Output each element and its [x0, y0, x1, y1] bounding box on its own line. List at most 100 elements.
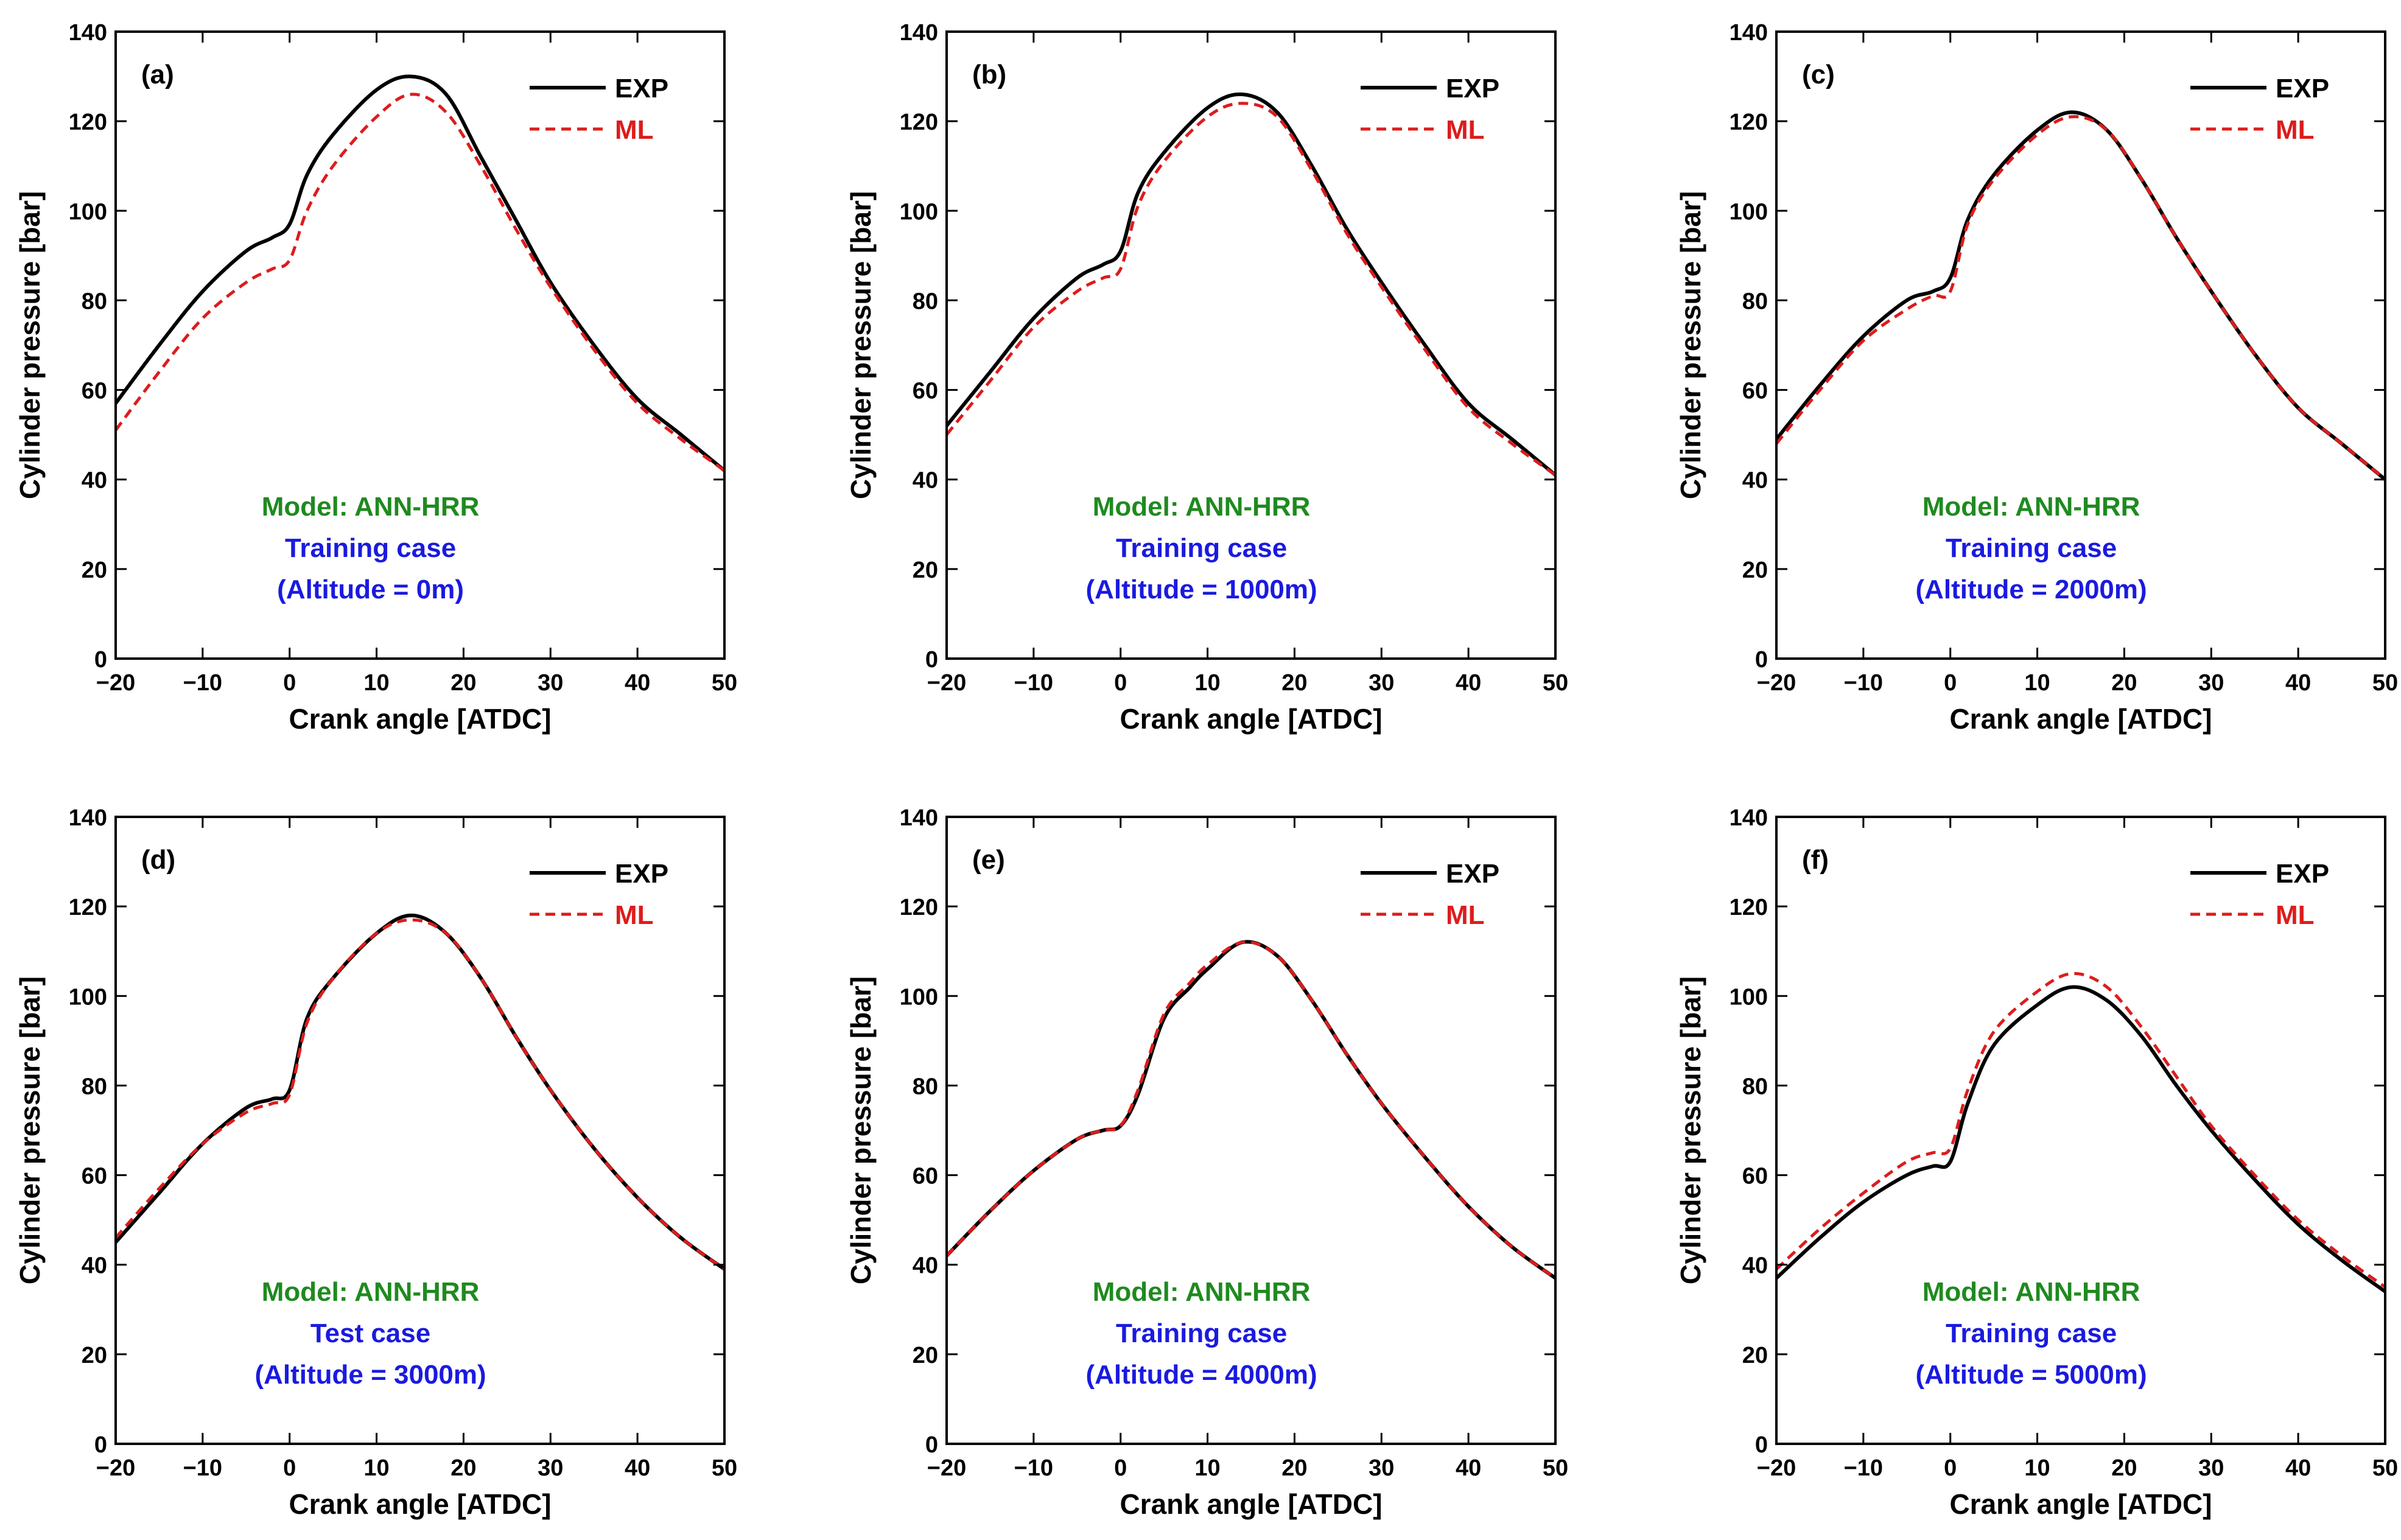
legend-ml-label: ML [2276, 900, 2315, 930]
x-tick-label: 50 [2372, 1455, 2398, 1481]
x-tick-label: 30 [1369, 670, 1394, 696]
y-tick-label: 100 [69, 984, 107, 1010]
y-tick-label: 0 [925, 647, 938, 673]
y-tick-label: 80 [913, 1074, 938, 1099]
legend-exp-label: EXP [2276, 859, 2329, 889]
y-tick-label: 20 [1742, 1343, 1768, 1368]
exp-series-line [116, 74, 724, 472]
chart-panel: −20 −10 0 10 20 30 40 50 0 20 40 60 80 100 120 140 Crank… [14, 805, 737, 1520]
y-tick-label: 140 [900, 805, 938, 831]
plot-frame [945, 816, 1557, 1445]
y-tick-label: 20 [913, 1343, 938, 1368]
y-tick-label: 40 [82, 1253, 107, 1279]
legend-ml-label: ML [615, 900, 654, 930]
y-tick-label: 120 [69, 895, 107, 920]
y-tick-label: 0 [94, 647, 107, 673]
x-tick-label: 50 [712, 670, 737, 696]
x-tick-label: 30 [538, 670, 563, 696]
y-tick-label: 40 [1742, 1253, 1768, 1279]
x-tick-label: 0 [1944, 1455, 1957, 1481]
model-annotation: Model: ANN-HRR [1923, 1277, 2140, 1307]
x-tick-label: 10 [363, 1455, 389, 1481]
plot-frame [114, 816, 726, 1445]
x-tick-label: 50 [712, 1455, 737, 1481]
legend-exp-label: EXP [1446, 74, 1499, 103]
y-axis-title: Cylinder pressure [bar] [14, 976, 46, 1284]
y-tick-label: 120 [1730, 110, 1768, 135]
y-tick-label: 40 [913, 468, 938, 494]
x-axis-title: Crank angle [ATDC] [1949, 1488, 2212, 1520]
y-tick-label: 40 [1742, 468, 1768, 494]
model-annotation: Model: ANN-HRR [1923, 492, 2140, 522]
altitude-annotation: (Altitude = 3000m) [254, 1360, 486, 1390]
x-tick-label: 40 [1456, 670, 1481, 696]
y-tick-label: 20 [82, 558, 107, 583]
y-tick-label: 0 [94, 1432, 107, 1458]
panel-letter: (b) [972, 60, 1006, 89]
exp-series-line [1776, 110, 2385, 481]
x-tick-label: −20 [927, 1455, 966, 1481]
exp-series-line [947, 92, 1555, 477]
panel-letter: (f) [1802, 845, 1829, 875]
y-tick-label: 140 [1730, 20, 1768, 46]
x-tick-label: 10 [2024, 670, 2050, 696]
altitude-annotation: (Altitude = 2000m) [1915, 575, 2147, 604]
legend-exp-label: EXP [2276, 74, 2329, 103]
panel-letter: (c) [1802, 60, 1835, 89]
y-tick-label: 20 [913, 558, 938, 583]
y-tick-label: 80 [1742, 289, 1768, 314]
x-tick-label: −20 [96, 1455, 135, 1481]
x-tick-label: 10 [363, 670, 389, 696]
y-tick-label: 0 [1755, 1432, 1768, 1458]
chart-panel: −20 −10 0 10 20 30 40 50 0 20 40 60 80 100 120 140 Crank… [845, 805, 1568, 1520]
y-tick-label: 80 [913, 289, 938, 314]
case-annotation: Training case [1946, 533, 2117, 563]
x-tick-label: 40 [1456, 1455, 1481, 1481]
exp-series-line [116, 913, 724, 1271]
chart-panel: −20 −10 0 10 20 30 40 50 0 20 40 60 80 100 120 140 Crank… [1675, 805, 2398, 1520]
x-tick-label: 0 [1114, 670, 1127, 696]
y-axis-title: Cylinder pressure [bar] [845, 976, 877, 1284]
y-tick-label: 100 [1730, 984, 1768, 1010]
y-tick-label: 60 [913, 379, 938, 404]
y-tick-label: 20 [1742, 558, 1768, 583]
model-annotation: Model: ANN-HRR [262, 492, 480, 522]
x-tick-label: −10 [1844, 670, 1883, 696]
ml-series-line [947, 940, 1555, 1279]
y-tick-label: 20 [82, 1343, 107, 1368]
series-group [116, 74, 724, 472]
y-tick-label: 140 [900, 20, 938, 46]
case-annotation: Training case [1116, 1318, 1287, 1348]
altitude-annotation: (Altitude = 5000m) [1915, 1360, 2147, 1390]
x-tick-label: −20 [96, 670, 135, 696]
x-tick-label: 0 [1114, 1455, 1127, 1481]
y-tick-label: 140 [69, 20, 107, 46]
x-axis-title: Crank angle [ATDC] [289, 703, 551, 735]
y-tick-label: 60 [1742, 1164, 1768, 1189]
x-tick-label: −10 [183, 1455, 222, 1481]
model-annotation: Model: ANN-HRR [1093, 492, 1311, 522]
y-tick-label: 40 [913, 1253, 938, 1279]
case-annotation: Training case [1116, 533, 1287, 563]
y-tick-label: 0 [925, 1432, 938, 1458]
y-tick-label: 60 [1742, 379, 1768, 404]
y-axis-title: Cylinder pressure [bar] [14, 191, 46, 499]
y-tick-label: 80 [82, 1074, 107, 1099]
chart-panel: −20 −10 0 10 20 30 40 50 0 20 40 60 80 100 120 140 Crank… [1675, 20, 2398, 735]
legend-exp-label: EXP [615, 859, 668, 889]
x-tick-label: 20 [2111, 1455, 2137, 1481]
x-tick-label: 30 [1369, 1455, 1394, 1481]
x-tick-label: 0 [283, 1455, 296, 1481]
plot-frame [1775, 816, 2386, 1445]
x-tick-label: 20 [450, 1455, 476, 1481]
case-annotation: Training case [1946, 1318, 2117, 1348]
x-axis-title: Crank angle [ATDC] [1120, 1488, 1382, 1520]
y-tick-label: 140 [69, 805, 107, 831]
legend-ml-label: ML [1446, 115, 1485, 145]
x-tick-label: 40 [2285, 1455, 2311, 1481]
ml-series-line [116, 93, 724, 472]
series-group [947, 92, 1555, 477]
y-tick-label: 100 [69, 199, 107, 225]
y-tick-label: 120 [900, 895, 938, 920]
y-tick-label: 100 [1730, 199, 1768, 225]
